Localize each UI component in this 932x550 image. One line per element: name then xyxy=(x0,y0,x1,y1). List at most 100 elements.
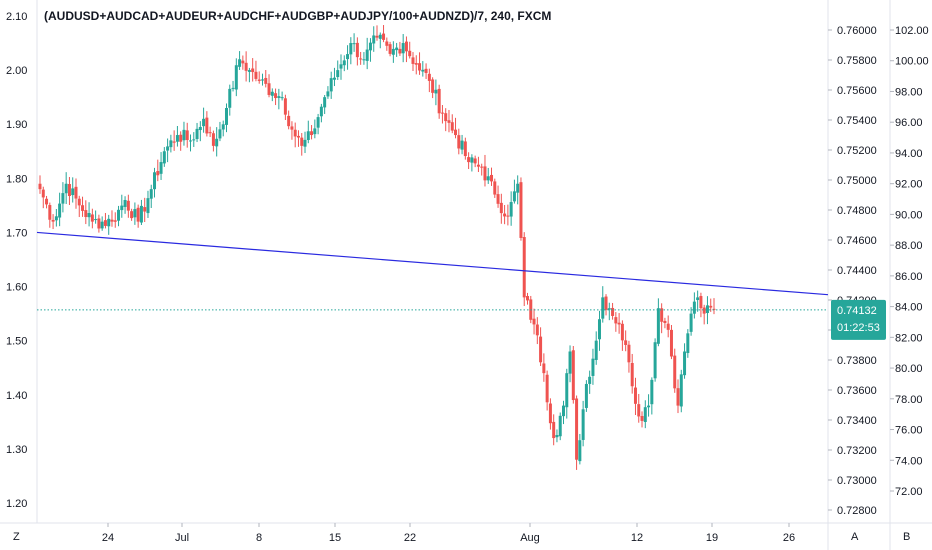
time-tick-label: Jul xyxy=(175,532,189,544)
time-tick-label: 12 xyxy=(631,532,643,544)
candle xyxy=(447,109,451,133)
candle xyxy=(326,86,330,99)
candle xyxy=(686,329,690,358)
candle xyxy=(251,58,255,82)
candle-body xyxy=(123,199,127,207)
candle-body xyxy=(287,115,291,127)
candle xyxy=(94,210,98,224)
right-tick-label: 0.76000 xyxy=(837,25,877,37)
trendline[interactable] xyxy=(36,231,829,296)
candle xyxy=(552,414,556,446)
candle-body xyxy=(463,141,467,157)
candle xyxy=(611,302,615,320)
candle-body xyxy=(669,329,673,357)
candle xyxy=(561,400,565,425)
left-tick-label: 1.70 xyxy=(6,227,27,239)
candle xyxy=(431,77,435,99)
candle-body xyxy=(640,416,644,421)
candle-body xyxy=(395,47,399,51)
candle-body xyxy=(234,65,238,90)
candle-body xyxy=(647,405,651,408)
candle-body xyxy=(709,305,713,308)
candle xyxy=(617,313,621,334)
candle xyxy=(683,343,687,379)
candle-body xyxy=(159,162,163,174)
candle xyxy=(692,292,696,319)
candle xyxy=(300,133,304,156)
candle-body xyxy=(346,54,350,60)
candle xyxy=(260,73,264,86)
zoom-button[interactable]: Z xyxy=(13,531,20,543)
candle-body xyxy=(306,131,310,141)
candle xyxy=(339,54,343,80)
left-axis: 2.10 2.00 1.90 1.80 1.70 1.60 1.50 1.40 1.30 1.20 xyxy=(6,11,27,510)
candle-body xyxy=(202,118,206,127)
candle-body xyxy=(329,78,333,92)
candle xyxy=(558,412,562,441)
candle xyxy=(287,110,291,130)
candle-body xyxy=(614,317,618,324)
right2-tick-label: 78.00 xyxy=(895,394,923,406)
candle-body xyxy=(509,202,513,217)
candle xyxy=(663,317,667,329)
candle-body xyxy=(411,57,415,64)
candle-body xyxy=(486,176,490,181)
candle xyxy=(238,51,242,70)
candle xyxy=(126,194,130,218)
candle-body xyxy=(398,48,402,54)
candle-body xyxy=(532,318,536,325)
candle-body xyxy=(689,313,693,332)
candle-body xyxy=(192,139,196,141)
candle xyxy=(709,298,713,312)
candle-body xyxy=(552,421,556,439)
candle xyxy=(139,199,143,225)
candle-body xyxy=(526,296,530,301)
candle xyxy=(633,377,637,416)
candle xyxy=(378,32,382,49)
right-tick-label: 0.75200 xyxy=(837,145,877,157)
candle-body xyxy=(588,376,592,384)
candle-body xyxy=(575,398,579,460)
candle-body xyxy=(378,34,382,39)
candle xyxy=(450,114,454,134)
candle-body xyxy=(601,297,605,319)
candle xyxy=(476,156,480,173)
candle xyxy=(522,232,526,307)
candle-body xyxy=(401,43,405,54)
candle xyxy=(267,74,271,98)
candle xyxy=(486,167,490,184)
candle xyxy=(427,68,431,93)
candle-body xyxy=(686,333,690,354)
time-tick-label: 24 xyxy=(102,532,114,544)
candle xyxy=(97,214,101,233)
candle-body xyxy=(385,41,389,46)
candle xyxy=(198,121,202,142)
candle-body xyxy=(404,41,408,52)
candle xyxy=(637,393,641,423)
candle-body xyxy=(656,308,660,344)
auto-scale-button[interactable]: A xyxy=(851,531,859,543)
candle-body xyxy=(470,157,474,163)
scale-b-button[interactable]: B xyxy=(903,531,910,543)
price-badge-countdown: 01:22:53 xyxy=(837,322,880,334)
candle-body xyxy=(326,91,330,97)
candle xyxy=(548,398,552,430)
candle-body xyxy=(195,128,199,140)
candle xyxy=(179,131,183,151)
left-tick-label: 1.30 xyxy=(6,444,27,456)
candle-body xyxy=(365,49,369,61)
candle xyxy=(460,134,464,155)
candle-body xyxy=(408,50,412,57)
candle xyxy=(509,191,513,226)
right-tick-label: 0.75000 xyxy=(837,175,877,187)
candle-body xyxy=(683,351,687,376)
left-tick-label: 1.60 xyxy=(6,282,27,294)
time-axis[interactable]: 24 Jul 8 15 22 Aug 12 19 26 xyxy=(102,523,795,544)
right2-tick-label: 74.00 xyxy=(895,455,923,467)
candle xyxy=(74,178,78,209)
candle-body xyxy=(673,355,677,389)
candle-body xyxy=(97,218,101,229)
candle xyxy=(352,33,356,52)
candle-body xyxy=(270,91,274,96)
